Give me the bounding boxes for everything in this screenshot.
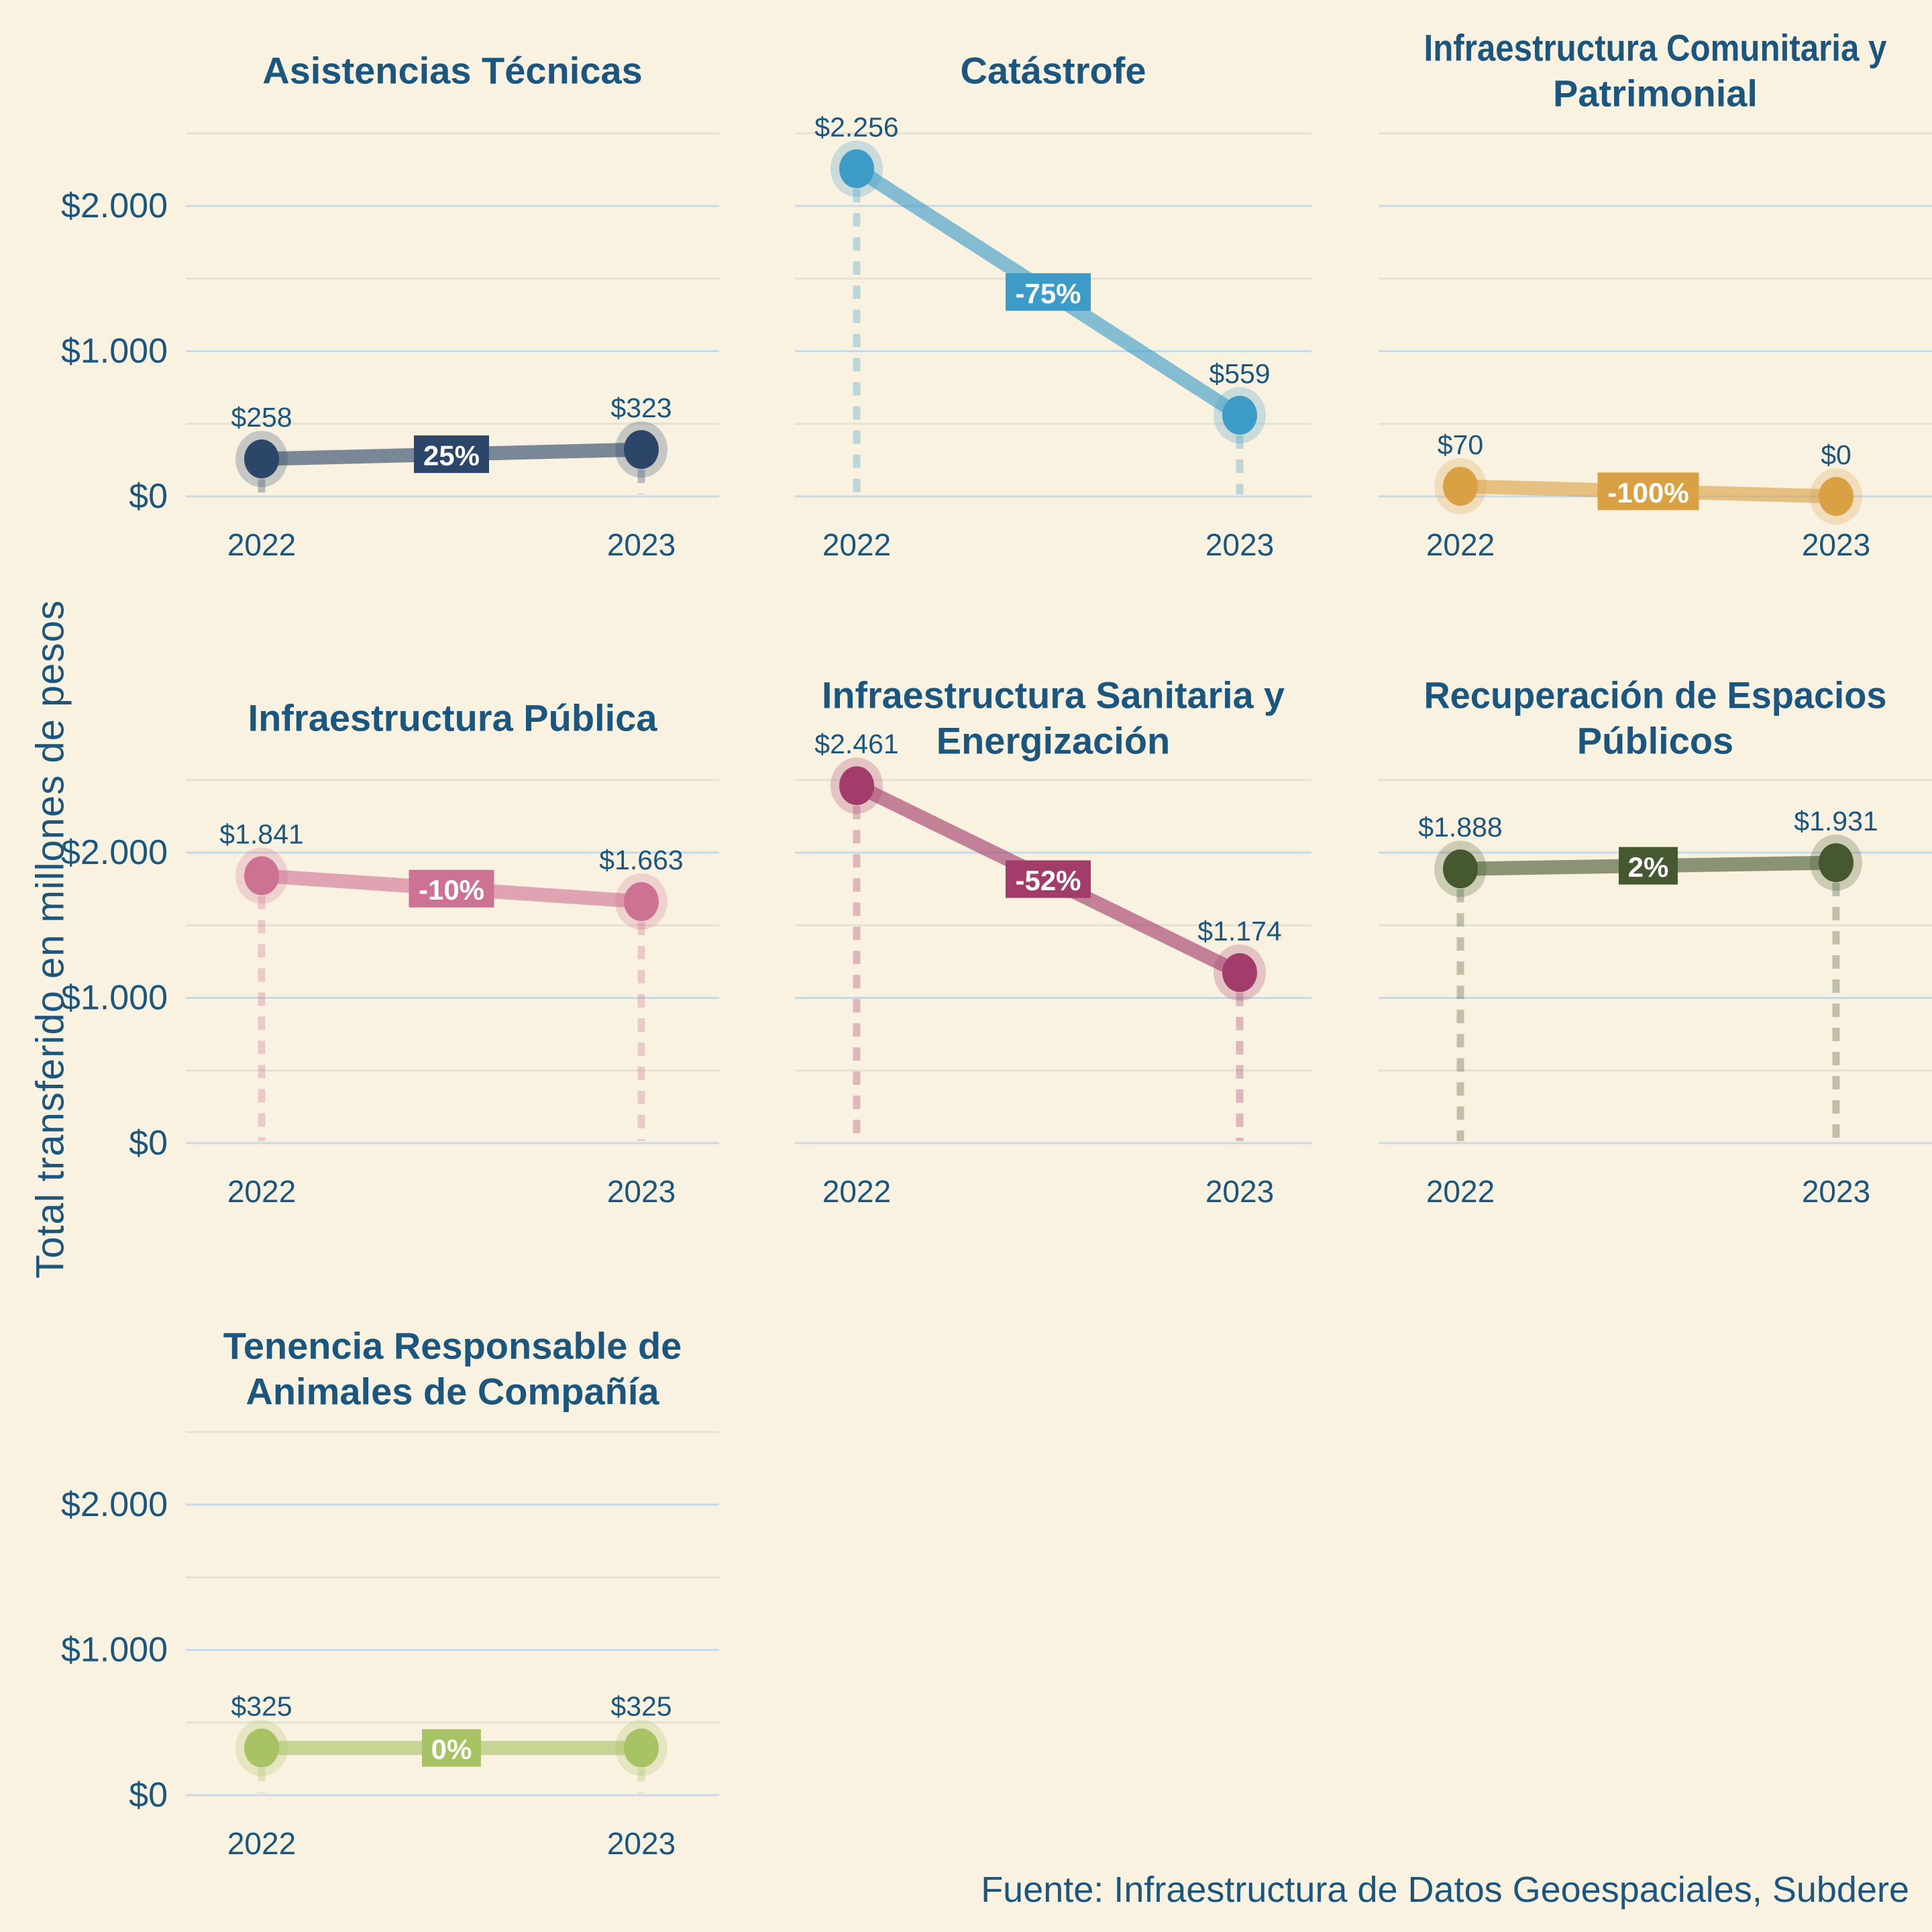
y-tick-label: $0	[129, 1776, 168, 1815]
y-tick-label: $0	[129, 1124, 168, 1163]
y-tick-label: $1.000	[61, 332, 168, 371]
data-point	[1443, 849, 1478, 889]
panel-title: Asistencias Técnicas	[262, 50, 643, 92]
y-tick-label: $2.000	[61, 186, 168, 225]
change-badge	[1006, 860, 1091, 898]
panel-title: Animales de Compañía	[246, 1371, 659, 1413]
x-tick-label: 2022	[1426, 1174, 1495, 1209]
value-label: $2.256	[814, 112, 898, 143]
value-label: $2.461	[814, 729, 898, 759]
y-tick-label: $2.000	[61, 833, 168, 872]
change-badge-label: -100%	[1607, 477, 1688, 508]
change-badge	[1597, 472, 1699, 511]
data-point	[244, 439, 279, 479]
panel-title: Públicos	[1577, 720, 1733, 762]
data-point	[244, 1728, 279, 1768]
data-point	[624, 881, 659, 921]
x-tick-label: 2022	[822, 527, 891, 562]
x-tick-label: 2022	[227, 1826, 296, 1861]
x-tick-label: 2023	[1802, 527, 1870, 562]
change-badge-label: 0%	[431, 1733, 472, 1765]
data-point	[839, 766, 874, 806]
data-point	[839, 149, 874, 189]
change-badge	[1006, 273, 1091, 311]
x-tick-label: 2023	[1205, 527, 1274, 562]
value-label: $258	[231, 402, 292, 433]
change-badge	[1619, 847, 1678, 885]
x-tick-label: 2023	[1802, 1174, 1870, 1209]
panel-title: Energización	[936, 720, 1171, 762]
panel-infraestructura-comunitaria-y-patrimonial: Infraestructura Comunitaria yPatrimonial…	[1379, 27, 1932, 562]
y-axis-title: Total transferido en millones de pesos	[28, 600, 72, 1279]
value-label: $559	[1209, 358, 1270, 389]
panel-title: Infraestructura Comunitaria y	[1424, 27, 1887, 69]
panel-infraestructura-publica: $0 $1.000 $2.000 Infraestructura Pública $1.…	[61, 697, 719, 1209]
data-point	[624, 430, 659, 470]
change-badge-label: -75%	[1015, 278, 1081, 309]
value-label: $0	[1821, 439, 1851, 470]
value-label: $1.663	[599, 845, 683, 875]
data-point	[624, 1728, 659, 1768]
value-label: $1.931	[1794, 806, 1878, 837]
change-badge	[414, 435, 489, 474]
panel-title: Infraestructura Pública	[248, 697, 658, 739]
change-badge	[422, 1729, 481, 1767]
x-tick-label: 2022	[227, 527, 296, 562]
y-tick-label: $0	[129, 477, 168, 516]
panel-title: Catástrofe	[961, 50, 1146, 92]
y-tick-label: $1.000	[61, 1631, 168, 1670]
panel-title: Patrimonial	[1553, 72, 1758, 115]
value-label: $1.841	[219, 818, 303, 849]
value-label: $325	[231, 1691, 292, 1722]
source-note: Fuente: Infraestructura de Datos Geoespa…	[981, 1870, 1909, 1910]
data-point	[1222, 953, 1257, 992]
x-tick-label: 2023	[1205, 1174, 1274, 1209]
panel-tenencia-responsable-de-animales-de-compania: $0 $1.000 $2.000 Tenencia Responsable deAni…	[61, 1325, 719, 1861]
data-point	[1222, 395, 1257, 435]
y-tick-label: $2.000	[61, 1485, 168, 1524]
change-badge	[409, 869, 494, 908]
panel-title: Recuperación de Espacios	[1424, 674, 1887, 716]
change-badge-label: -10%	[419, 874, 484, 906]
value-label: $325	[610, 1691, 672, 1722]
change-badge-label: 25%	[423, 440, 480, 472]
x-tick-label: 2023	[607, 527, 676, 562]
y-tick-label: $1.000	[61, 979, 168, 1018]
x-tick-label: 2022	[822, 1174, 891, 1209]
value-label: $323	[610, 392, 672, 423]
data-point	[1819, 477, 1854, 516]
change-badge-label: -52%	[1015, 865, 1081, 896]
panel-title: Infraestructura Sanitaria y	[822, 674, 1285, 716]
x-tick-label: 2022	[227, 1174, 296, 1209]
value-label: $1.888	[1418, 812, 1502, 843]
data-point	[1819, 843, 1854, 882]
x-tick-label: 2023	[607, 1174, 676, 1209]
panel-catastrofe: Catástrofe $2.256 $559 2022 2023 -75%	[795, 50, 1311, 562]
value-label: $1.174	[1197, 916, 1281, 947]
change-badge-label: 2%	[1628, 851, 1669, 883]
data-point	[1443, 466, 1478, 506]
data-point	[244, 856, 279, 896]
x-tick-label: 2023	[607, 1826, 676, 1861]
value-label: $70	[1438, 429, 1483, 460]
x-tick-label: 2022	[1426, 527, 1495, 562]
panel-asistencias-tecnicas: $0 $1.000 $2.000 Asistencias Técnicas $258 $3…	[61, 50, 719, 562]
panel-title: Tenencia Responsable de	[223, 1325, 682, 1367]
